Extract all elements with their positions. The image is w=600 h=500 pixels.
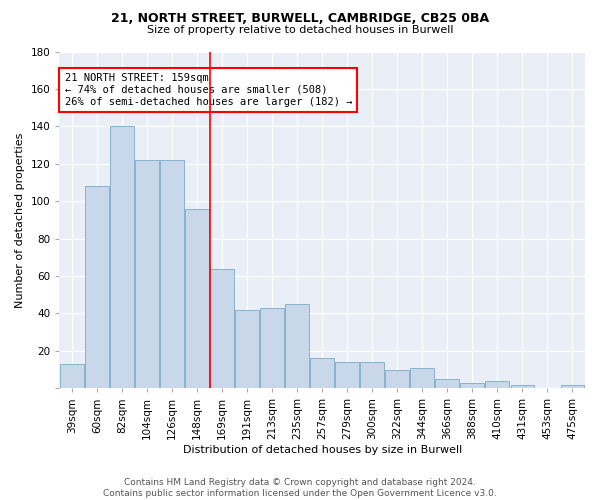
Bar	[385, 370, 409, 388]
Bar	[485, 381, 509, 388]
Bar	[410, 368, 434, 388]
Bar	[85, 186, 109, 388]
Bar	[185, 208, 209, 388]
X-axis label: Distribution of detached houses by size in Burwell: Distribution of detached houses by size …	[182, 445, 462, 455]
Y-axis label: Number of detached properties: Number of detached properties	[15, 132, 25, 308]
Text: Contains HM Land Registry data © Crown copyright and database right 2024.
Contai: Contains HM Land Registry data © Crown c…	[103, 478, 497, 498]
Text: 21, NORTH STREET, BURWELL, CAMBRIDGE, CB25 0BA: 21, NORTH STREET, BURWELL, CAMBRIDGE, CB…	[111, 12, 489, 26]
Bar	[160, 160, 184, 388]
Bar	[460, 382, 484, 388]
Bar	[335, 362, 359, 388]
Bar	[210, 268, 234, 388]
Bar	[260, 308, 284, 388]
Bar	[135, 160, 159, 388]
Bar	[361, 362, 384, 388]
Text: Size of property relative to detached houses in Burwell: Size of property relative to detached ho…	[147, 25, 453, 35]
Bar	[511, 384, 535, 388]
Bar	[110, 126, 134, 388]
Bar	[310, 358, 334, 388]
Bar	[285, 304, 309, 388]
Text: 21 NORTH STREET: 159sqm
← 74% of detached houses are smaller (508)
26% of semi-d: 21 NORTH STREET: 159sqm ← 74% of detache…	[65, 74, 352, 106]
Bar	[436, 379, 459, 388]
Bar	[60, 364, 84, 388]
Bar	[560, 384, 584, 388]
Bar	[235, 310, 259, 388]
